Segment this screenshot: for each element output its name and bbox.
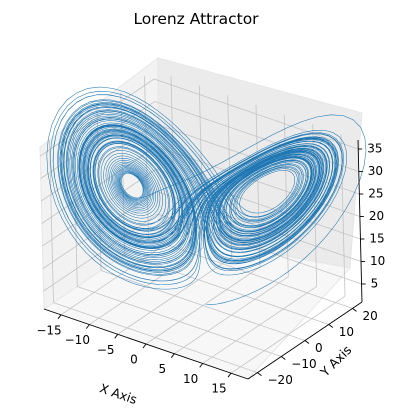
x-tick-mark [114, 334, 119, 339]
x-tick-mark [227, 372, 232, 378]
z-tick-label: 35 [367, 142, 382, 156]
grid-left-z [43, 213, 158, 292]
chart-title: Lorenz Attractor [133, 10, 259, 28]
grid-floor-y [148, 238, 353, 309]
axes-group [43, 139, 366, 380]
x-tick-mark [57, 314, 62, 320]
y-tick-mark [257, 372, 262, 376]
y-tick-label: 20 [363, 309, 378, 323]
y-tick-mark [304, 340, 310, 344]
x-tick-label: −15 [36, 323, 61, 337]
x-tick-label: 5 [158, 362, 166, 376]
grid-floor-y [100, 270, 306, 341]
grid-left-y [49, 140, 54, 303]
z-tick-label: 15 [369, 232, 384, 246]
y-tick-label: 0 [315, 341, 323, 355]
trajectory-group [46, 86, 367, 305]
y-tick-mark [352, 308, 357, 312]
grid-back-z [154, 78, 359, 150]
z-axis-line [357, 139, 363, 303]
grid-back-x [283, 114, 289, 277]
x-tick-label: 15 [211, 382, 226, 396]
grid-back-z [157, 213, 362, 285]
y-tick-mark [328, 324, 334, 328]
z-tick-label: 25 [368, 187, 383, 201]
y-tick-label: −20 [268, 373, 293, 387]
grid-back-x [340, 134, 346, 297]
x-axis-label: X Axis [98, 380, 139, 407]
x-tick-mark [170, 353, 175, 358]
z-tick-label: 20 [369, 209, 384, 223]
z-tick-label: 30 [368, 164, 383, 178]
y-tick-mark [281, 356, 286, 360]
x-tick-label: −5 [97, 343, 115, 357]
grid-floor-y [77, 286, 282, 357]
x-tick-mark [142, 343, 147, 349]
grid-left-z [41, 146, 157, 224]
tick-labels: −15 −10 −5 0 5 10 15 −20 −10 0 10 20 5 10 15 20 25 30 35 [36, 142, 385, 396]
x-tick-mark [85, 324, 90, 329]
grid-floor-y [53, 302, 258, 373]
y-tick-label: 10 [339, 325, 354, 339]
x-tick-label: 0 [130, 353, 138, 367]
x-tick-mark [199, 363, 204, 368]
grid-floor-y [124, 254, 329, 325]
z-tick-label: 10 [370, 254, 385, 268]
x-tick-label: 10 [183, 372, 198, 386]
y-tick-label: −10 [291, 357, 316, 371]
trajectory-line [46, 86, 367, 305]
z-tick-label: 5 [371, 277, 379, 291]
x-tick-label: −10 [65, 333, 90, 347]
